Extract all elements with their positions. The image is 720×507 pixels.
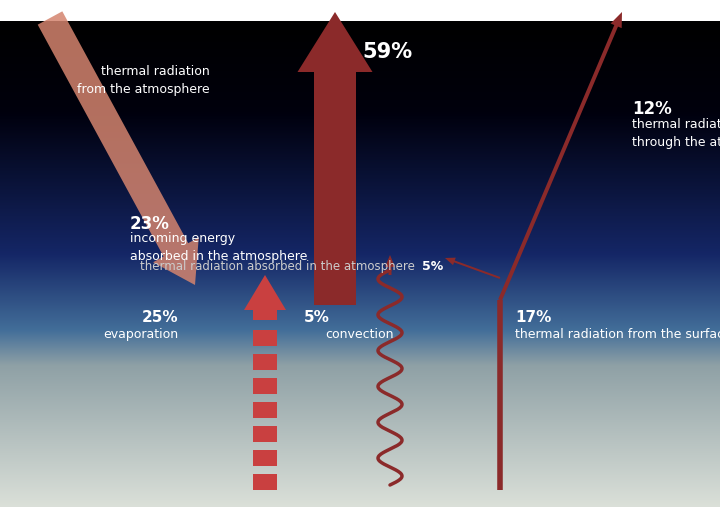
Polygon shape [498,12,622,301]
Text: 25%: 25% [141,310,178,325]
Bar [253,426,277,442]
Polygon shape [385,255,395,275]
Polygon shape [297,12,372,305]
Polygon shape [445,258,500,279]
Text: convection: convection [325,328,395,341]
Text: 5%: 5% [304,310,330,325]
Text: thermal radiation
through the atmosphere: thermal radiation through the atmosphere [632,118,720,149]
Bar [253,378,277,394]
Bar [253,354,277,370]
Text: thermal radiation
from the atmosphere: thermal radiation from the atmosphere [77,65,210,96]
Text: thermal radiation from the surface: thermal radiation from the surface [515,328,720,341]
Polygon shape [244,275,286,320]
Bar [253,402,277,418]
Text: incoming energy
absorbed in the atmosphere: incoming energy absorbed in the atmosphe… [130,232,307,263]
Text: 5%: 5% [422,260,444,273]
Text: 23%: 23% [130,215,170,233]
Text: 17%: 17% [515,310,552,325]
Bar [253,330,277,346]
Polygon shape [37,11,199,285]
Text: evaporation: evaporation [103,328,178,341]
Text: 59%: 59% [362,42,412,62]
Bar [253,474,277,490]
Bar [253,450,277,466]
Text: 12%: 12% [632,100,672,118]
Text: thermal radiation absorbed in the atmosphere: thermal radiation absorbed in the atmosp… [140,260,415,273]
